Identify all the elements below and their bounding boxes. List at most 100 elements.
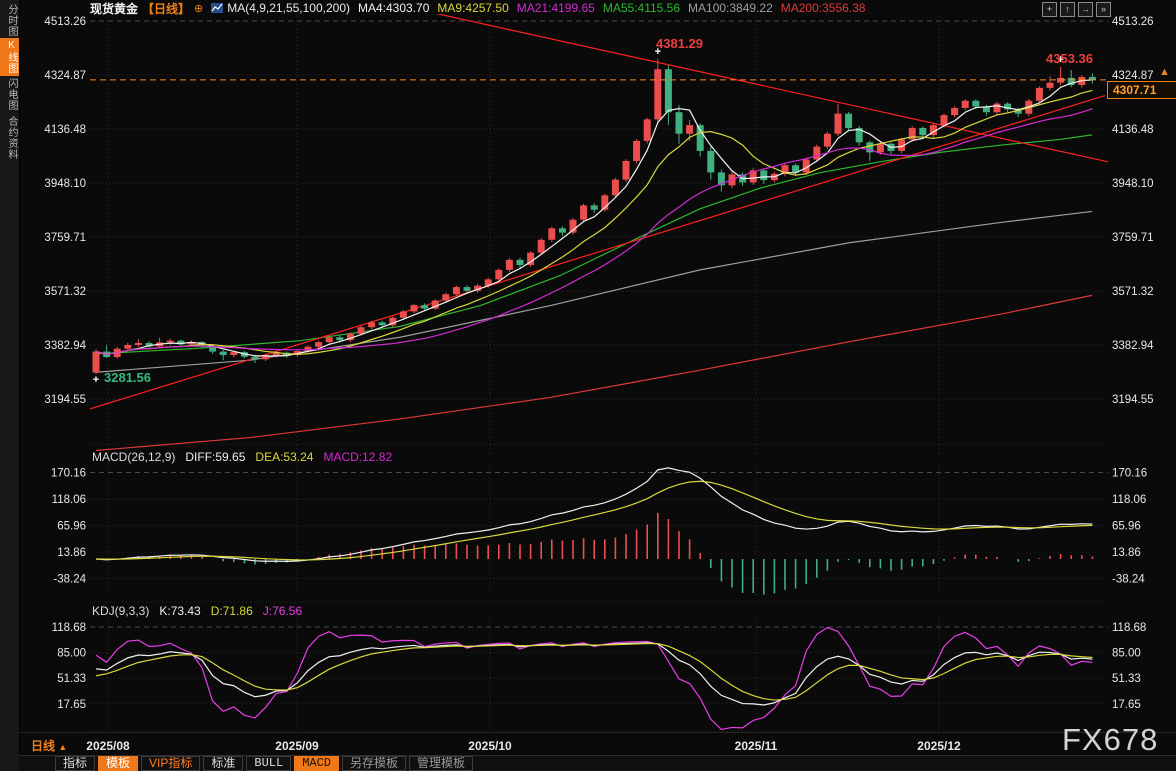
templates-button[interactable]: 模板 xyxy=(98,756,139,771)
dea-line xyxy=(95,480,1093,561)
candle-body xyxy=(601,195,609,210)
axis-label: 3759.71 xyxy=(1112,232,1154,244)
axis-label: 3759.71 xyxy=(44,232,86,244)
overlay-line xyxy=(90,95,1106,410)
save-template-button[interactable]: 另存模板 xyxy=(342,756,407,771)
axis-label: 4136.48 xyxy=(1112,124,1154,136)
candle-body xyxy=(548,228,556,240)
axis-label: 51.33 xyxy=(57,673,86,685)
jump-latest-icon[interactable]: » xyxy=(1096,2,1111,17)
candle-body xyxy=(527,252,535,266)
axis-label: 13.86 xyxy=(57,547,86,559)
axis-label: 3571.32 xyxy=(44,286,86,298)
candle-body xyxy=(760,170,768,181)
axis-label: 4324.87 xyxy=(44,70,86,82)
indicators-button[interactable]: 指标 xyxy=(55,756,96,771)
sidebar-item-candle-chart[interactable]: K线图 xyxy=(0,38,19,76)
candle-body xyxy=(876,143,884,153)
axis-label: 118.06 xyxy=(1112,494,1146,506)
axis-label: 3194.55 xyxy=(44,394,86,406)
axis-label: 3948.10 xyxy=(1112,178,1154,190)
sidebar-item-contract-info[interactable]: 合约资料 xyxy=(6,116,17,160)
overlay-line xyxy=(95,134,1093,355)
add-indicator-icon[interactable]: ⊕ xyxy=(194,2,204,15)
candle-body xyxy=(749,170,757,183)
symbol-name: 现货黄金 xyxy=(90,1,139,16)
macd-button[interactable]: MACD xyxy=(294,756,340,771)
axis-label: 17.65 xyxy=(1112,699,1141,711)
axis-label: 170.16 xyxy=(51,467,86,479)
period-selector[interactable]: 日线 ▲ xyxy=(31,737,67,754)
candle-body xyxy=(209,346,217,352)
candle-body xyxy=(92,351,100,373)
candle-body xyxy=(230,352,238,356)
candle-body xyxy=(866,142,874,153)
vip-indicators-button[interactable]: VIP指标 xyxy=(141,756,201,771)
candle-body xyxy=(781,165,789,174)
extreme-marker: + xyxy=(93,374,99,386)
zoom-horizontal-icon[interactable]: → xyxy=(1078,2,1093,17)
candle-body xyxy=(421,305,429,309)
candle-body xyxy=(1088,76,1096,80)
candle-body xyxy=(474,285,482,291)
axis-label: 4324.87 xyxy=(1112,70,1154,82)
kdj-k-value: K:73.43 xyxy=(159,604,201,618)
price-up-arrow-icon: ▲ xyxy=(1159,66,1170,78)
candle-body xyxy=(982,106,990,113)
axis-label: 85.00 xyxy=(57,648,86,660)
candle-body xyxy=(686,125,694,134)
zoom-vertical-icon[interactable]: ↑ xyxy=(1060,2,1075,17)
x-axis-label: 2025/08 xyxy=(86,739,130,753)
axis-label: 4136.48 xyxy=(44,124,86,136)
bull-button[interactable]: BULL xyxy=(246,756,292,771)
ma4-value: MA4:4303.70 xyxy=(358,1,430,15)
ma200-value: MA200:3556.38 xyxy=(780,1,866,15)
candle-body xyxy=(336,337,344,341)
standard-button[interactable]: 标准 xyxy=(203,756,244,771)
axis-label: 3194.55 xyxy=(1112,394,1154,406)
main-pane xyxy=(90,14,1108,452)
kdj-line xyxy=(95,642,1093,701)
candle-body xyxy=(919,127,927,136)
axis-label: 85.00 xyxy=(1112,648,1141,660)
ma-line xyxy=(95,79,1093,357)
candle-body xyxy=(368,322,376,328)
macd-diff-value: DIFF:59.65 xyxy=(185,450,246,464)
ma9-value: MA9:4257.50 xyxy=(437,1,509,15)
kdj-title: KDJ(9,3,3) xyxy=(92,604,150,618)
macd-indicator-row: MACD(26,12,9) DIFF:59.65 DEA:53.24 MACD:… xyxy=(92,450,392,464)
candle-body xyxy=(389,317,397,326)
candle-body xyxy=(823,133,831,147)
x-axis-label: 2025/12 xyxy=(917,739,961,753)
sidebar-item-time-chart[interactable]: 分时图 xyxy=(6,4,17,37)
candle-body xyxy=(802,159,810,173)
sidebar-item-lightning-chart[interactable]: 闪电图 xyxy=(6,78,17,111)
candle-body xyxy=(484,279,492,286)
x-axis-label: 2025/09 xyxy=(275,739,319,753)
kdj-pane xyxy=(95,626,1093,731)
candle-body xyxy=(972,100,980,107)
candle-body xyxy=(707,150,715,173)
candle-body xyxy=(792,165,800,173)
kdj-indicator-row: KDJ(9,3,3) K:73.43 D:71.86 J:76.56 xyxy=(92,604,302,618)
period-arrow-icon: ▲ xyxy=(58,742,68,752)
pan-icon[interactable]: + xyxy=(1042,2,1057,17)
axis-label: 118.68 xyxy=(1112,622,1146,634)
candle-body xyxy=(664,69,672,113)
candle-body xyxy=(410,305,418,312)
axis-label: -38.24 xyxy=(1112,573,1145,585)
period-tag[interactable]: 【日线】 xyxy=(142,1,191,16)
indicator-chart-icon xyxy=(211,2,224,14)
extreme-marker: + xyxy=(1057,54,1063,66)
axis-label: 65.96 xyxy=(57,520,86,532)
diff-line xyxy=(95,467,1093,563)
manage-templates-button[interactable]: 管理模板 xyxy=(409,756,474,771)
axis-label: -38.24 xyxy=(53,573,86,585)
candle-body xyxy=(1067,77,1075,85)
axis-label: 13.86 xyxy=(1112,547,1141,559)
candle-body xyxy=(251,356,259,360)
chart-header: 现货黄金 【日线】 ⊕ MA(4,9,21,55,100,200) MA4:43… xyxy=(90,0,865,16)
candle-body xyxy=(1004,103,1012,110)
candle-body xyxy=(929,125,937,136)
